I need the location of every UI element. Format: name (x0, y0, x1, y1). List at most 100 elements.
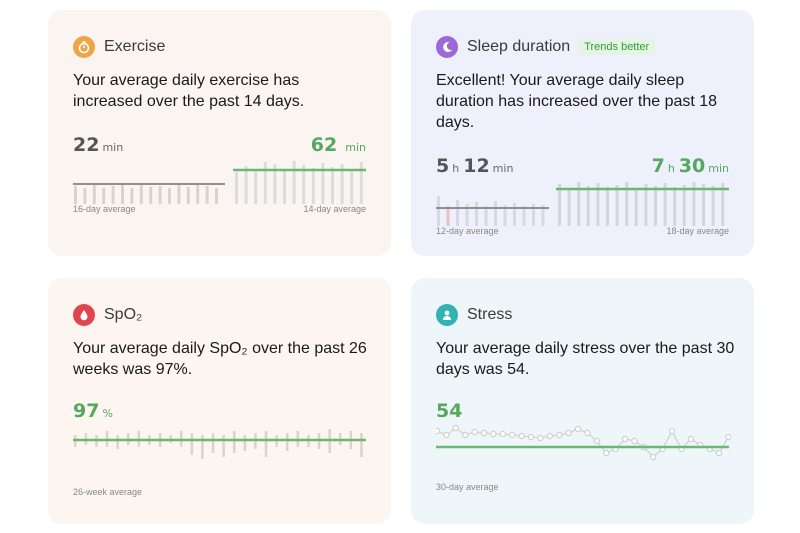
exercise-bar (177, 185, 181, 204)
exercise-bar (186, 187, 190, 204)
spo2-bar (360, 433, 363, 457)
sleep-bar (692, 182, 696, 226)
sleep-bar-chart (436, 182, 729, 226)
spo2-title: SpO₂ (104, 306, 143, 323)
exercise-bar (340, 164, 344, 204)
exercise-bar (235, 172, 238, 204)
sleep-curr-caption: 18-day average (666, 226, 729, 236)
exercise-bar (196, 184, 200, 204)
exercise-bar (263, 162, 267, 204)
spo2-bar (243, 435, 247, 451)
spo2-description: Your average daily SpO₂ over the past 26… (73, 340, 367, 378)
exercise-bar (254, 169, 258, 204)
sleep-description: Excellent! Your average daily sleep dura… (436, 72, 718, 131)
spo2-header: SpO₂ (73, 304, 142, 326)
sleep-bar (446, 206, 450, 226)
moon-icon (436, 36, 458, 58)
exercise-bar (158, 186, 162, 204)
stress-point (574, 425, 582, 433)
sleep-bar (596, 183, 600, 226)
sleep-bar (606, 187, 609, 226)
exercise-bar (292, 161, 296, 204)
stress-point (490, 430, 497, 438)
exercise-bar (102, 188, 106, 204)
sleep-bar (586, 186, 590, 226)
stress-point (668, 427, 676, 435)
spo2-bar (211, 433, 215, 453)
stress-point (499, 430, 507, 438)
stress-line-chart (436, 424, 731, 461)
sleep-bar (625, 182, 629, 226)
spo2-bar (233, 431, 236, 453)
sleep-bar (615, 185, 619, 226)
sleep-bar (484, 206, 488, 226)
sleep-bar (541, 205, 545, 226)
exercise-bar (74, 186, 77, 204)
stress-point (546, 432, 554, 440)
sleep-bar (702, 184, 705, 226)
stress-point (480, 429, 488, 437)
exercise-bar (331, 167, 334, 204)
spo2-bar (286, 433, 289, 451)
exercise-header: Exercise (73, 36, 165, 58)
sleep-prev-caption: 12-day average (436, 226, 499, 236)
stress-point (725, 433, 731, 441)
stress-point (508, 431, 516, 439)
stress-point (471, 428, 478, 436)
stress-point (462, 431, 469, 439)
sleep-prev-average: 5 h 12 min (436, 155, 514, 177)
spo2-card[interactable]: SpO₂ Your average daily SpO₂ over the pa… (48, 278, 391, 524)
sleep-bar (522, 206, 526, 226)
sleep-header: Sleep duration Trends better (436, 36, 656, 58)
spo2-average: 97% (73, 400, 113, 422)
sleep-title: Sleep duration (467, 38, 571, 55)
stress-point (537, 434, 544, 442)
sleep-bar (634, 188, 638, 226)
exercise-prev-average: 22 min (73, 134, 124, 156)
exercise-curr-average: 62 min (310, 134, 366, 156)
exercise-bar (205, 186, 209, 204)
exercise-bar (244, 166, 248, 204)
sleep-bar (494, 201, 497, 226)
exercise-bar (311, 168, 315, 204)
stress-point (593, 437, 600, 445)
stress-point (452, 424, 459, 432)
sleep-bar (721, 183, 725, 226)
exercise-bar (92, 184, 96, 204)
exercise-bar (359, 162, 363, 204)
sleep-bar (711, 186, 715, 226)
stress-point (621, 435, 629, 443)
exercise-bar (302, 165, 306, 204)
exercise-card[interactable]: Exercise Your average daily exercise has… (48, 10, 391, 256)
exercise-bar (215, 188, 218, 204)
sleep-bar (503, 205, 507, 226)
sleep-bar (513, 203, 516, 226)
sleep-bar (465, 204, 469, 226)
spo2-bar (190, 433, 194, 455)
exercise-bar (283, 170, 286, 204)
sleep-bar (577, 182, 581, 226)
exercise-bar (83, 188, 87, 204)
exercise-bar (168, 188, 171, 204)
exercise-bar (321, 163, 325, 204)
sleep-card[interactable]: Sleep duration Trends better Excellent! … (411, 10, 754, 256)
sleep-bar (532, 204, 535, 226)
exercise-bar (111, 186, 115, 204)
stress-point (631, 437, 638, 445)
sleep-bar (663, 183, 667, 226)
sleep-bar (682, 185, 686, 226)
sleep-bar (654, 186, 657, 226)
stress-point (555, 431, 563, 439)
stress-description: Your average daily stress over the past … (436, 340, 735, 378)
stress-card[interactable]: Stress Your average daily stress over th… (411, 278, 754, 524)
exercise-curr-caption: 14-day average (303, 204, 366, 214)
exercise-bar (273, 164, 277, 204)
spo2-bar-chart (73, 429, 366, 459)
sleep-bar (558, 184, 561, 226)
stress-point (565, 429, 572, 437)
exercise-bar (121, 185, 124, 204)
sleep-bar (456, 200, 459, 226)
spo2-bar (116, 435, 119, 449)
stress-point (527, 433, 535, 441)
sleep-bar (567, 188, 571, 226)
